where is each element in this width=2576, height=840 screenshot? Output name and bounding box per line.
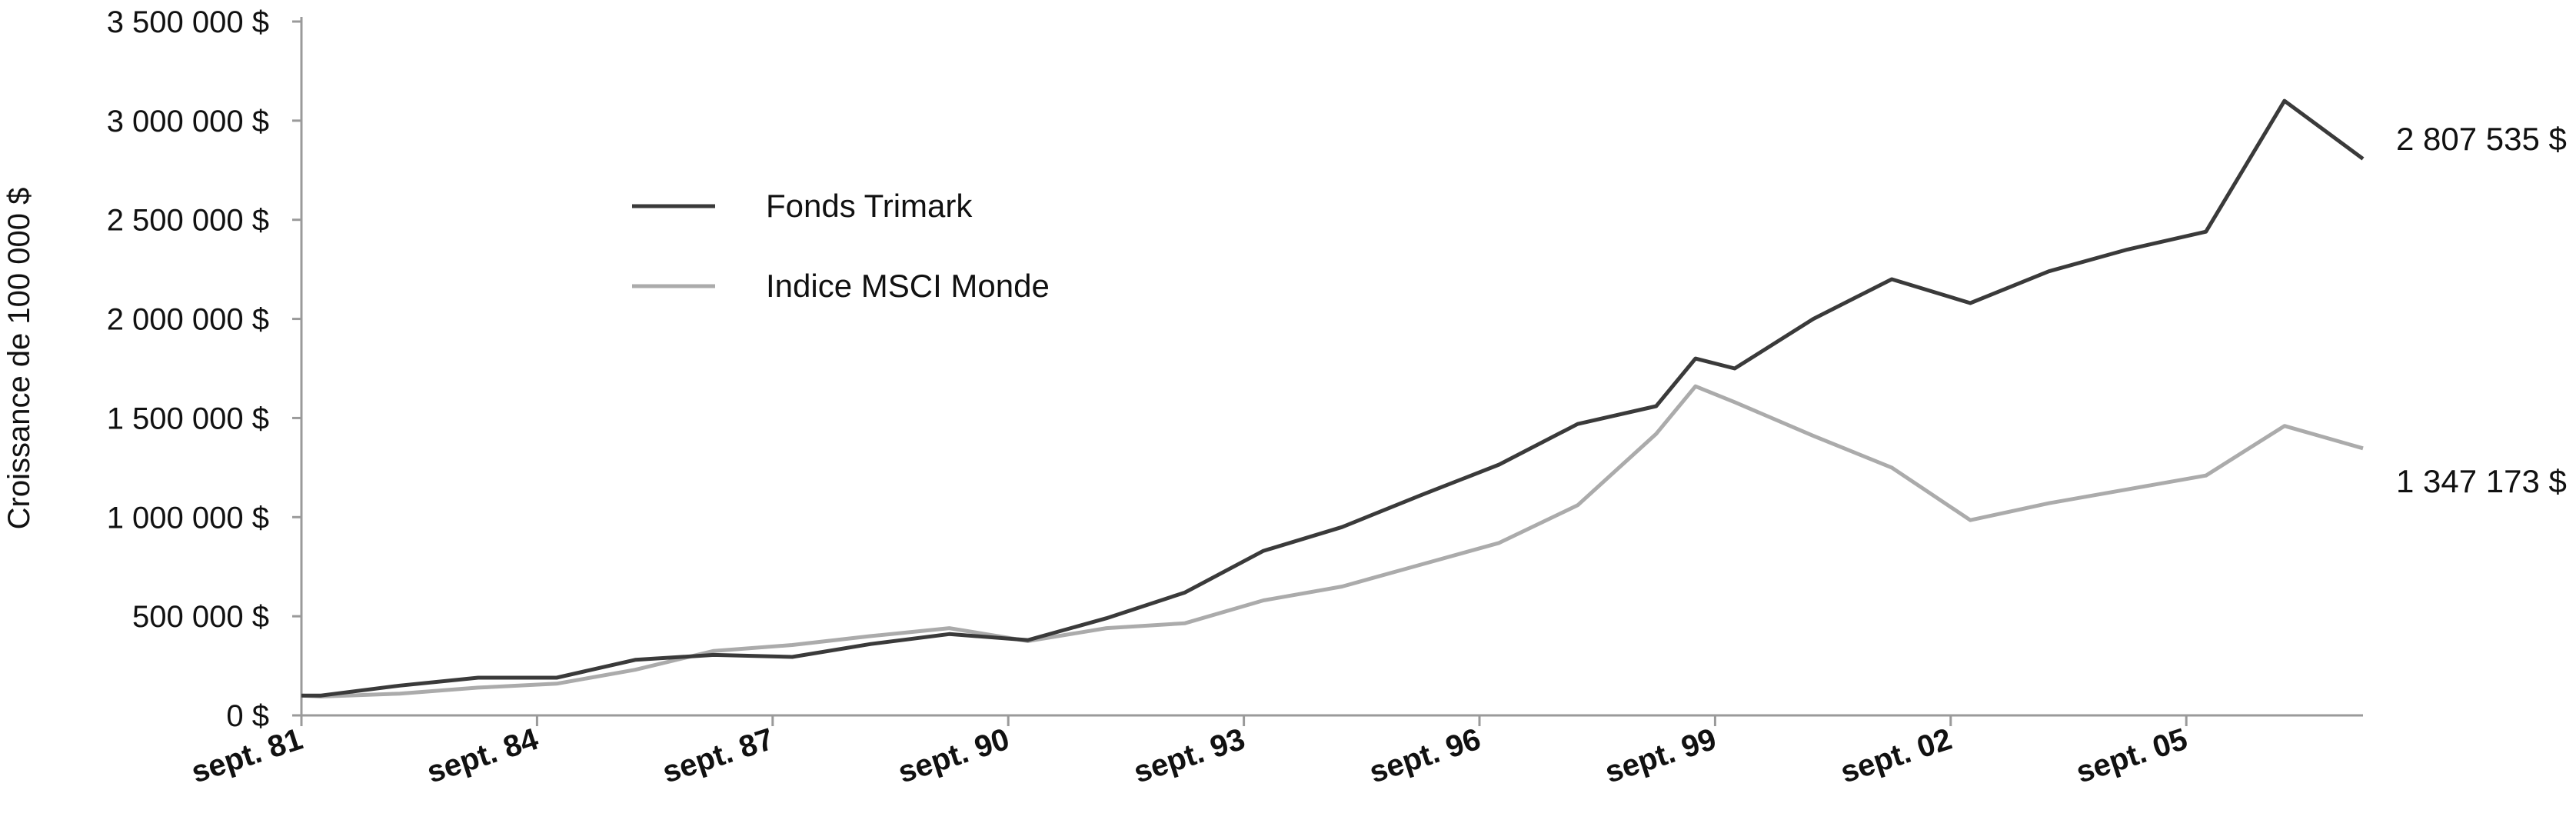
y-tick-label: 500 000 $: [132, 600, 269, 634]
y-tick-label: 1 000 000 $: [107, 501, 269, 535]
y-tick-label: 3 500 000 $: [107, 5, 269, 39]
y-axis-ticks: 0 $ 500 000 $ 1 000 000 $ 1 500 000 $ 2 000 …: [107, 5, 301, 733]
end-label-indice-msci-monde: 1 347 173 $: [2396, 463, 2567, 499]
series-lines: [301, 98, 2365, 698]
x-tick-label: sept. 05: [2072, 722, 2192, 790]
x-tick-label: sept. 90: [894, 722, 1013, 790]
series-line-fonds-trimark: [301, 98, 2365, 698]
x-tick-label: sept. 87: [658, 722, 777, 790]
x-tick-label: sept. 84: [423, 722, 543, 789]
x-axis-ticks: sept. 81 sept. 84 sept. 87 sept. 90 sept. 93…: [188, 715, 2192, 790]
legend: Fonds Trimark Indice MSCI Monde: [632, 188, 1050, 304]
y-tick-label: 0 $: [226, 699, 269, 733]
x-tick-label: sept. 02: [1836, 722, 1955, 790]
series-line-indice-msci-monde: [301, 384, 2364, 698]
legend-label-fonds-trimark: Fonds Trimark: [766, 188, 973, 224]
y-tick-label: 2 500 000 $: [107, 204, 269, 238]
end-label-fonds-trimark: 2 807 535 $: [2396, 121, 2567, 157]
x-tick-label: sept. 99: [1601, 722, 1720, 790]
y-tick-label: 2 000 000 $: [107, 303, 269, 337]
y-axis-title: Croissance de 100 000 $: [2, 188, 36, 530]
x-tick-label: sept. 93: [1130, 722, 1249, 790]
y-tick-label: 3 000 000 $: [107, 105, 269, 138]
x-tick-label: sept. 96: [1366, 722, 1485, 790]
y-tick-label: 1 500 000 $: [107, 402, 269, 435]
legend-label-indice-msci-monde: Indice MSCI Monde: [766, 268, 1050, 304]
